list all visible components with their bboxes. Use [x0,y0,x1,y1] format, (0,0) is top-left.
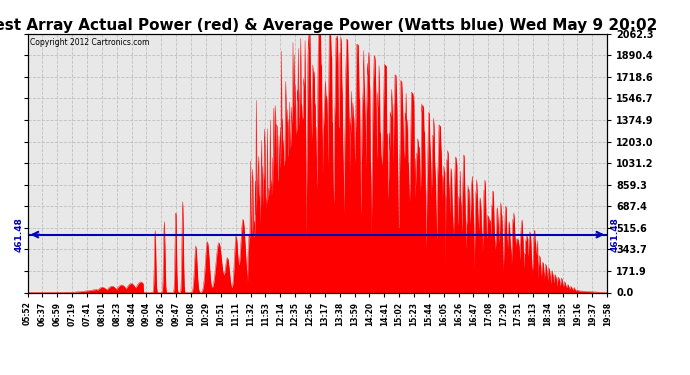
Text: 461.48: 461.48 [611,217,620,252]
Title: West Array Actual Power (red) & Average Power (Watts blue) Wed May 9 20:02: West Array Actual Power (red) & Average … [0,18,657,33]
Text: Copyright 2012 Cartronics.com: Copyright 2012 Cartronics.com [30,38,150,46]
Text: 461.48: 461.48 [14,217,23,252]
